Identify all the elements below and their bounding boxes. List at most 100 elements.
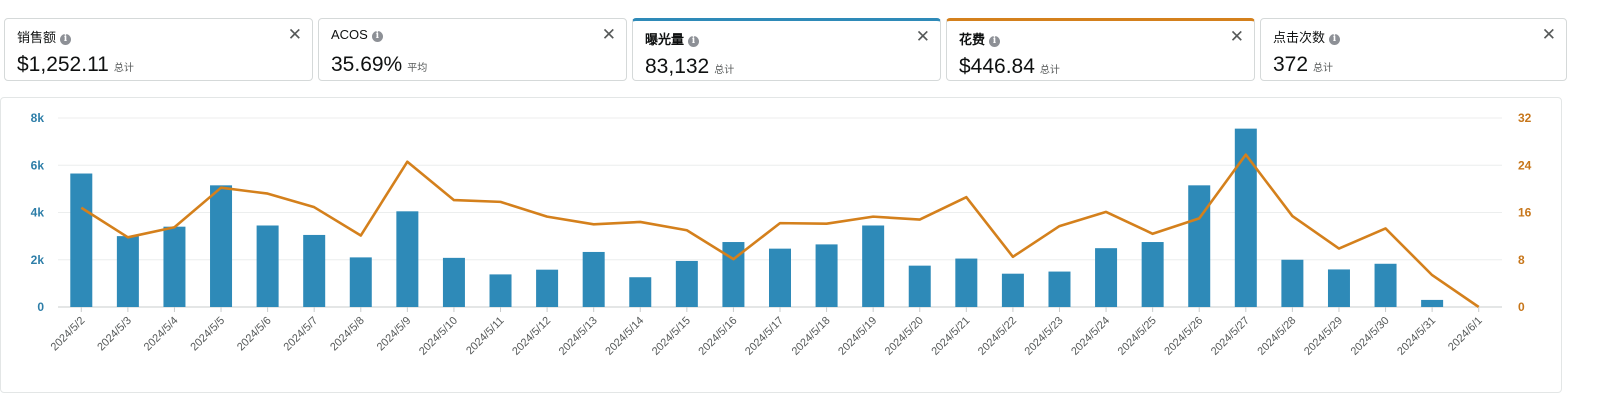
x-tick-label: 2024/5/20 [883, 315, 926, 358]
card-value: $446.84 [959, 55, 1035, 78]
bar [1327, 269, 1350, 307]
x-tick-label: 2024/5/13 [557, 315, 600, 358]
card-value: 83,132 [645, 55, 710, 78]
x-tick-label: 2024/5/26 [1162, 315, 1205, 358]
metric-card-acos[interactable]: ACOS i ✕ 35.69% 平均 [318, 18, 627, 81]
x-tick-label: 2024/5/18 [790, 315, 833, 358]
y-right-tick-label: 32 [1518, 111, 1532, 125]
y-left-tick-label: 8k [31, 111, 45, 125]
bar [1001, 273, 1024, 307]
card-title: 点击次数 i [1273, 27, 1341, 46]
close-icon[interactable]: ✕ [1541, 25, 1556, 44]
x-tick-label: 2024/5/21 [929, 315, 972, 358]
x-tick-label: 2024/5/15 [650, 315, 693, 358]
x-tick-label: 2024/5/4 [142, 315, 181, 354]
card-unit: 总计 [1313, 63, 1334, 74]
x-tick-label: 2024/5/7 [282, 315, 321, 354]
x-tick-label: 2024/5/31 [1395, 315, 1438, 358]
info-icon[interactable]: i [989, 36, 1001, 47]
x-tick-label: 2024/5/5 [188, 315, 227, 354]
y-left-tick-label: 4k [31, 206, 45, 220]
bar [769, 248, 791, 307]
bar [675, 260, 698, 307]
spend-line [80, 153, 1480, 309]
bar [210, 185, 233, 307]
y-left-tick-label: 0 [37, 300, 44, 314]
bar [1141, 242, 1164, 307]
y-right-tick-label: 24 [1518, 158, 1532, 172]
info-icon[interactable]: i [60, 34, 72, 45]
card-unit: 总计 [1039, 65, 1060, 76]
bar [815, 244, 838, 307]
x-tick-label: 2024/5/23 [1023, 315, 1066, 358]
bar [349, 257, 372, 307]
card-title: 销售额 i [17, 27, 72, 46]
card-title: 曝光量 i [645, 29, 700, 48]
info-icon[interactable]: i [1329, 34, 1341, 45]
x-tick-label: 2024/6/1 [1446, 315, 1485, 354]
bar [1188, 185, 1211, 307]
card-value: 372 [1273, 53, 1309, 76]
metric-cards: 销售额 i ✕ $1,252.11 总计 ACOS i ✕ 35.69% 平均 曝光量 i… [0, 0, 1600, 84]
bar [489, 274, 512, 307]
close-icon[interactable]: ✕ [915, 27, 930, 46]
metric-card-sales[interactable]: 销售额 i ✕ $1,252.11 总计 [4, 18, 313, 81]
x-tick-label: 2024/5/25 [1116, 315, 1159, 358]
card-unit: 总计 [714, 65, 735, 76]
close-icon[interactable]: ✕ [287, 25, 302, 44]
card-value: 35.69% [331, 53, 403, 76]
bar [303, 234, 326, 307]
bar [1095, 248, 1118, 307]
x-tick-label: 2024/5/16 [696, 315, 739, 358]
x-tick-label: 2024/5/30 [1349, 315, 1392, 358]
x-tick-label: 2024/5/28 [1255, 315, 1298, 358]
x-tick-label: 2024/5/17 [743, 315, 786, 358]
y-left-tick-label: 6k [31, 158, 45, 172]
x-tick-label: 2024/5/3 [95, 315, 134, 354]
card-value-row: 372 总计 [1273, 53, 1333, 77]
bar [1421, 299, 1444, 307]
card-value: $1,252.11 [17, 53, 109, 76]
bar [908, 265, 931, 307]
bar [1374, 263, 1397, 307]
metric-card-impressions[interactable]: 曝光量 i ✕ 83,132 总计 [632, 18, 941, 81]
bar [862, 225, 885, 307]
bar [536, 269, 559, 307]
x-tick-label: 2024/5/29 [1302, 315, 1345, 358]
y-right-tick-label: 8 [1518, 253, 1525, 267]
bar [629, 277, 652, 307]
bar [582, 251, 605, 307]
bar [70, 173, 93, 307]
bar [1281, 259, 1304, 307]
metric-card-clicks[interactable]: 点击次数 i ✕ 372 总计 [1260, 18, 1567, 81]
x-tick-label: 2024/5/27 [1209, 315, 1252, 358]
card-title-label: 花费 [959, 32, 986, 47]
x-tick-label: 2024/5/14 [603, 315, 646, 358]
metric-card-spend[interactable]: 花费 i ✕ $446.84 总计 [946, 18, 1255, 81]
x-tick-label: 2024/5/22 [976, 315, 1019, 358]
info-icon[interactable]: i [688, 36, 700, 47]
y-right-tick-label: 0 [1518, 300, 1525, 314]
card-title: 花费 i [959, 29, 1001, 48]
bar [1048, 271, 1071, 307]
y-left-tick-label: 2k [31, 253, 45, 267]
x-tick-label: 2024/5/24 [1069, 315, 1112, 358]
x-tick-label: 2024/5/6 [235, 315, 274, 354]
card-value-row: $446.84 总计 [959, 55, 1060, 79]
card-value-row: $1,252.11 总计 [17, 53, 134, 77]
bar [1234, 128, 1257, 307]
card-value-row: 83,132 总计 [645, 55, 734, 79]
card-title: ACOS i [331, 27, 383, 42]
card-title-label: 点击次数 [1273, 30, 1326, 45]
close-icon[interactable]: ✕ [1229, 27, 1244, 46]
card-title-label: 曝光量 [645, 32, 685, 47]
close-icon[interactable]: ✕ [601, 25, 616, 44]
x-tick-label: 2024/5/19 [836, 315, 879, 358]
info-icon[interactable]: i [371, 31, 383, 42]
card-value-row: 35.69% 平均 [331, 53, 427, 77]
card-unit: 平均 [407, 63, 428, 74]
bar [256, 225, 279, 307]
bar [722, 242, 745, 307]
x-tick-label: 2024/5/2 [49, 315, 88, 354]
